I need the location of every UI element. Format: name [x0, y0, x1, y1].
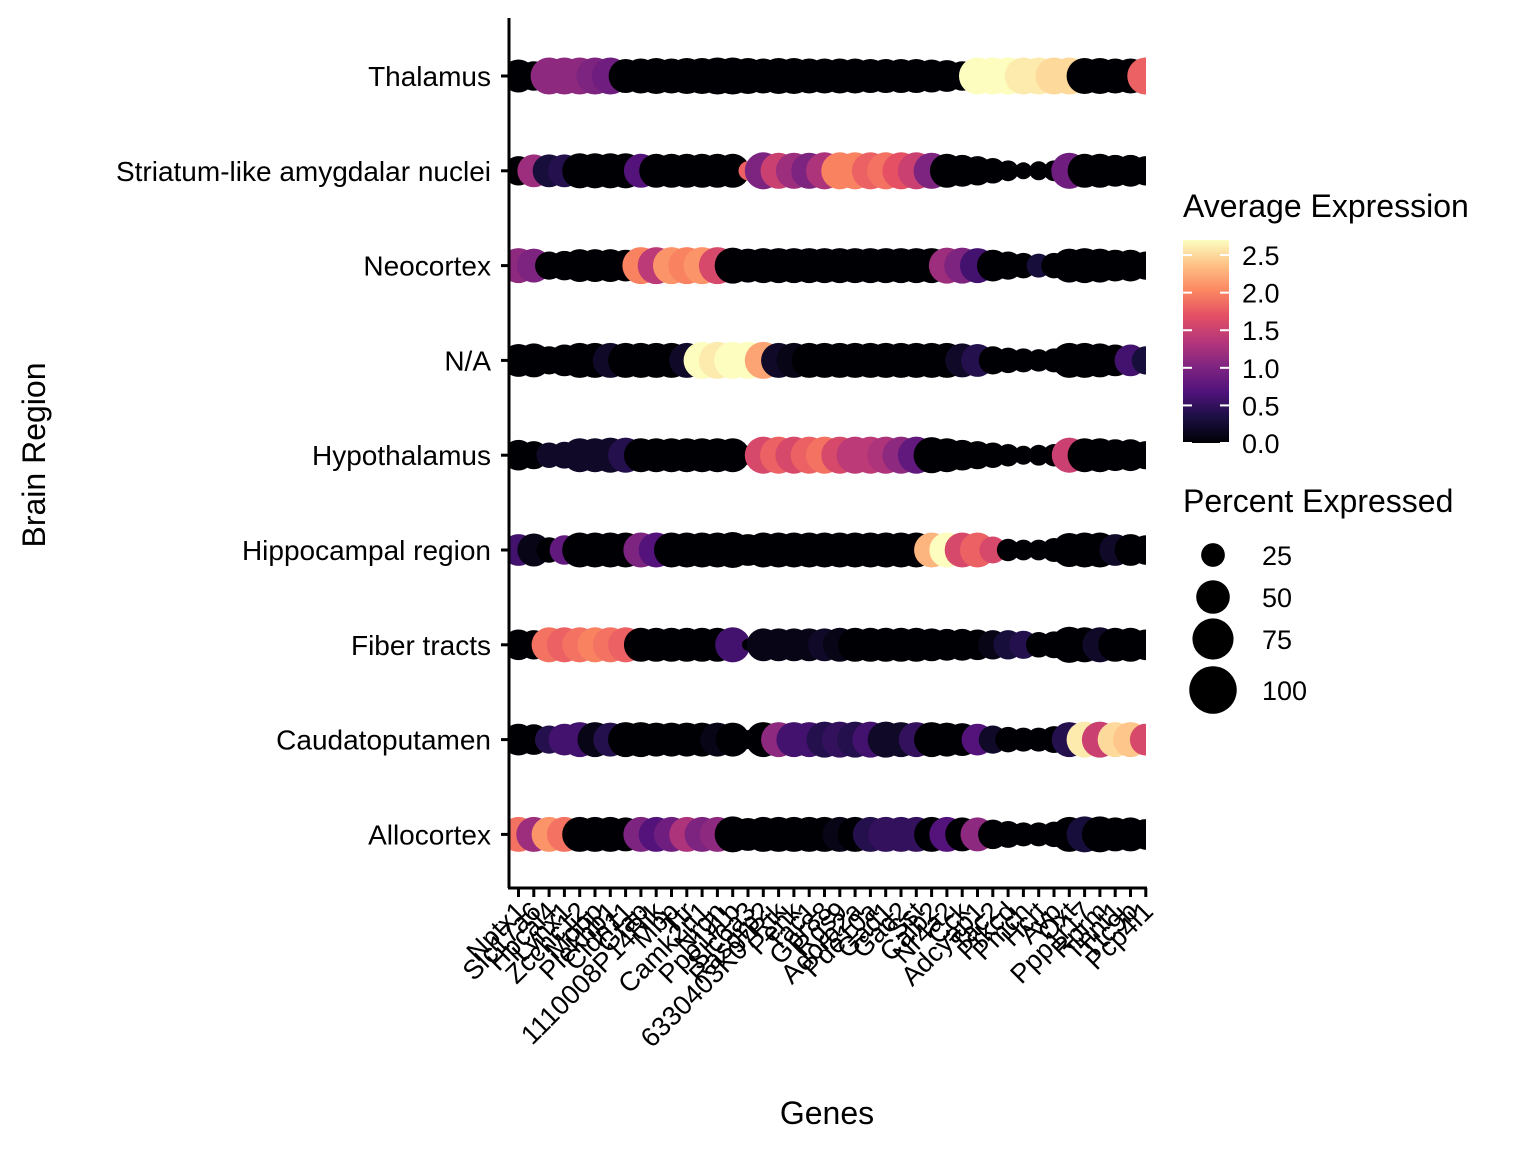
dot-Prkcd-hippocampal-region	[996, 538, 1020, 562]
size-legend-dot	[1196, 580, 1230, 614]
y-axis-title: Brain Region	[16, 363, 52, 548]
dot-Hcrt-striatum-like-amygdalar-nuclei	[1029, 161, 1049, 181]
dot-Prkcd-hypothalamus	[996, 443, 1020, 467]
size-legend-items: 25 50 75 100	[1189, 541, 1307, 714]
x-axis-title: Genes	[780, 1095, 874, 1131]
size-legend: Percent Expressed 25 50 75 100	[1183, 483, 1453, 714]
y-tick-label: Allocortex	[368, 819, 491, 850]
size-legend-dot	[1192, 618, 1234, 660]
dot-Hcrt-hypothalamus	[1028, 444, 1050, 466]
size-legend-label: 75	[1262, 625, 1292, 655]
dot-Pcp4l1-striatum-like-amygdalar-nuclei	[1131, 156, 1146, 186]
dot-Pmch-striatum-like-amygdalar-nuclei	[1014, 162, 1032, 180]
color-legend-tick-label: 1.0	[1242, 354, 1280, 384]
dot-Pcp4l1-allocortex	[1130, 819, 1146, 850]
dot-Pcp4l1-caudatoputamen	[1129, 723, 1146, 756]
dot-Pcp4l1-neocortex	[1131, 251, 1146, 280]
size-legend-dot	[1189, 666, 1237, 714]
dot-Pcp4l1-n-a	[1131, 346, 1146, 375]
dot-Pcp4l1-fiber-tracts	[1130, 629, 1146, 661]
dot-Pcp4l1-hippocampal-region	[1131, 535, 1146, 565]
size-legend-dot	[1201, 543, 1225, 567]
dot-Pcp4l1-hypothalamus	[1131, 441, 1146, 470]
dots-layer	[509, 57, 1146, 853]
dot-Pcp4l1-thalamus	[1127, 57, 1146, 95]
size-legend-label: 100	[1262, 676, 1307, 706]
y-tick-label: Striatum-like amygdalar nuclei	[116, 156, 491, 187]
size-legend-label: 50	[1262, 583, 1292, 613]
color-legend-tick-label: 0.0	[1242, 429, 1280, 459]
y-tick-label: Hippocampal region	[242, 535, 491, 566]
color-legend-tick-label: 1.5	[1242, 316, 1280, 346]
dot-Ppp1r1b-caudatoputamen	[715, 722, 750, 757]
y-axis-ticks: Thalamus Striatum-like amygdalar nuclei Ne…	[116, 61, 509, 850]
dot-Ppp1r1b-fiber-tracts	[715, 627, 751, 663]
y-tick-label: Thalamus	[368, 61, 491, 92]
size-legend-title: Percent Expressed	[1183, 483, 1453, 519]
color-legend-bar	[1183, 240, 1229, 443]
x-axis-ticks: Nptx1Slc17a6Hpcal4Lynx1Zcchc12MobpPlekhb…	[457, 888, 1159, 1053]
dot-Tac2-striatum-like-amygdalar-nuclei	[980, 158, 1006, 184]
color-legend-tick-label: 2.5	[1242, 241, 1280, 271]
dot-Ppp1r1b-hypothalamus	[715, 438, 750, 473]
y-tick-label: Hypothalamus	[312, 440, 491, 471]
dot-Pmch-hypothalamus	[1013, 445, 1033, 465]
color-legend-ticks: 0.0 0.5 1.0 1.5 2.0 2.5	[1183, 241, 1280, 459]
size-legend-label: 25	[1262, 541, 1292, 571]
color-legend-title: Average Expression	[1183, 188, 1469, 224]
dot-Prkcd-striatum-like-amygdalar-nuclei	[997, 160, 1019, 182]
y-tick-label: Neocortex	[363, 251, 491, 282]
color-legend-tick-label: 0.5	[1242, 391, 1280, 421]
dot-Pmch-hippocampal-region	[1012, 539, 1034, 561]
color-legend: Average Expression 0.0 0.5 1.0 1.5 2.0 2.5	[1183, 188, 1469, 459]
dot-Ppp1r1b-striatum-like-amygdalar-nuclei	[715, 153, 750, 188]
y-tick-label: Fiber tracts	[351, 630, 491, 661]
y-tick-label: N/A	[444, 345, 491, 376]
color-legend-tick-label: 2.0	[1242, 279, 1280, 309]
y-tick-label: Caudatoputamen	[276, 725, 491, 756]
